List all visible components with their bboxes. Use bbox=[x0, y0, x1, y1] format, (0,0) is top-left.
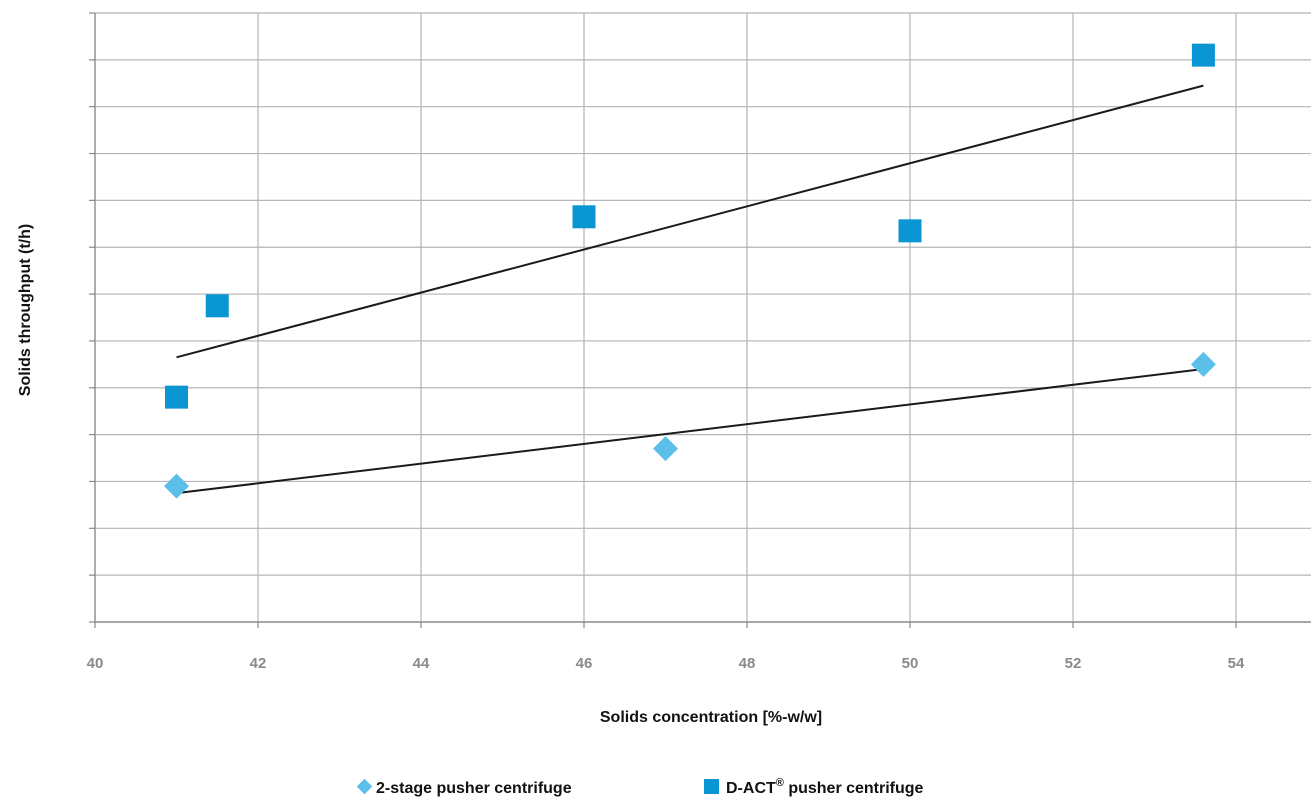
square-point bbox=[205, 294, 229, 318]
x-tick-label: 42 bbox=[250, 655, 267, 672]
legend-square-marker bbox=[704, 779, 719, 794]
legend-label-2-stage: 2-stage pusher centrifuge bbox=[376, 780, 572, 797]
legend-item-d-act: D-ACT® pusher centrifuge bbox=[704, 777, 924, 797]
diamond-point bbox=[164, 473, 189, 499]
trendline-series-2 bbox=[176, 84, 1204, 359]
x-tick-label: 44 bbox=[413, 655, 430, 672]
grid-lines bbox=[95, 12, 1311, 622]
x-tick-label: 46 bbox=[576, 655, 593, 672]
axes bbox=[89, 12, 1311, 628]
square-point bbox=[572, 205, 596, 229]
trendlines bbox=[176, 84, 1204, 495]
x-axis-title: Solids concentration [%-w/w] bbox=[600, 709, 822, 726]
square-point bbox=[165, 385, 188, 409]
x-tick-label: 48 bbox=[739, 655, 756, 672]
diamond-point bbox=[1190, 351, 1216, 377]
y-axis-title: Solids throughput (t/h) bbox=[17, 224, 34, 396]
x-tick-label: 50 bbox=[902, 655, 919, 672]
x-tick-label: 54 bbox=[1228, 655, 1245, 672]
x-tick-label: 40 bbox=[87, 655, 104, 672]
x-tick-label: 52 bbox=[1065, 655, 1082, 672]
trendline-series-1 bbox=[176, 368, 1204, 495]
square-point bbox=[1191, 43, 1215, 67]
x-tick-labels: 40 42 44 46 48 50 52 54 bbox=[87, 655, 1245, 672]
legend-item-2-stage: 2-stage pusher centrifuge bbox=[356, 778, 572, 797]
legend-diamond-marker bbox=[356, 778, 373, 795]
registered-mark: ® bbox=[776, 777, 784, 789]
data-points bbox=[164, 43, 1216, 499]
legend: 2-stage pusher centrifuge D-ACT® pusher … bbox=[356, 777, 924, 797]
square-point bbox=[898, 219, 922, 243]
diamond-point bbox=[653, 436, 678, 462]
legend-label-d-act: D-ACT® pusher centrifuge bbox=[726, 777, 924, 797]
